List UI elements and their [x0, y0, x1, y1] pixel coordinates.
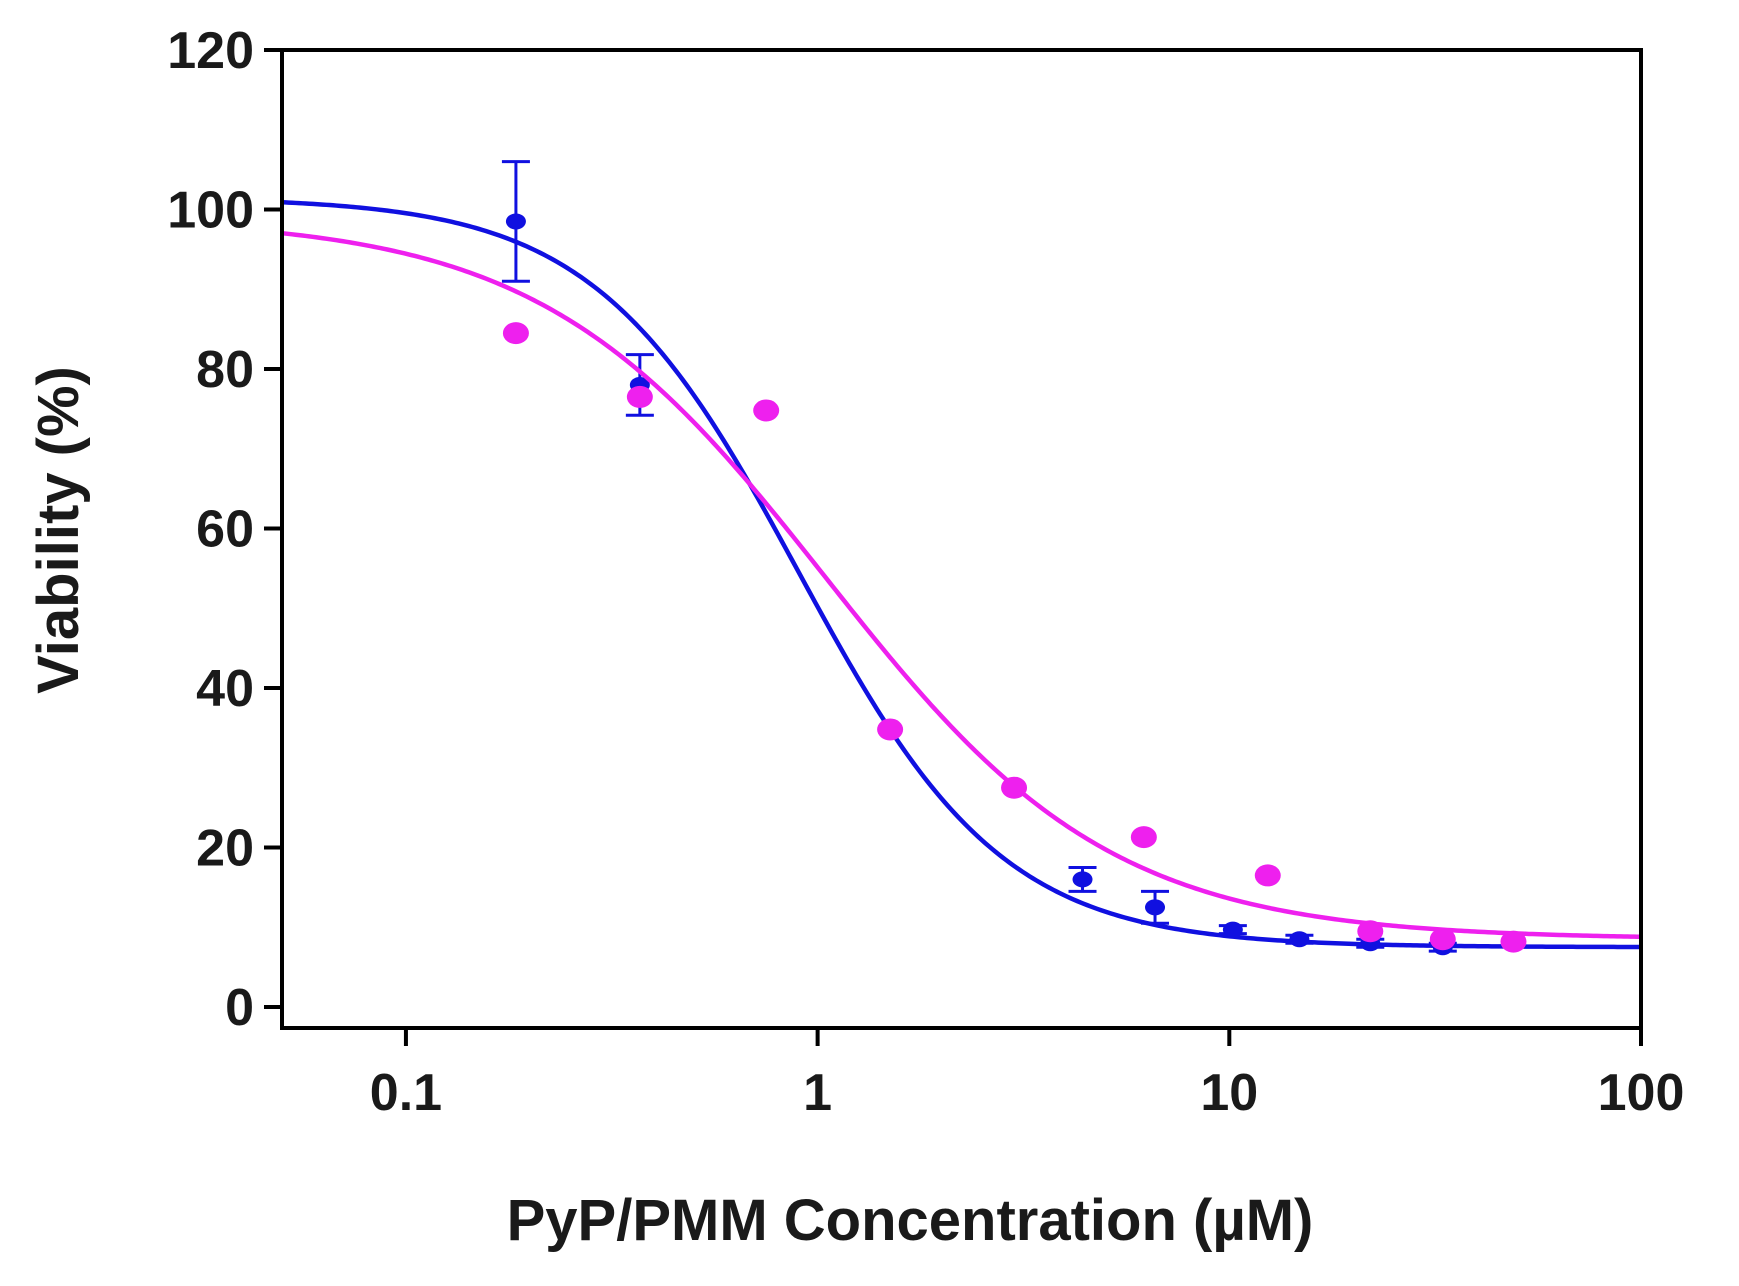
magenta-data-point	[877, 718, 904, 741]
x-tick-label: 10	[1200, 1064, 1258, 1122]
y-axis-title: Viability (%)	[26, 366, 91, 694]
x-tick-label: 0.1	[370, 1064, 442, 1122]
plot-frame	[280, 48, 1643, 1030]
blue-data-point	[505, 213, 526, 230]
blue-data-point	[1072, 871, 1093, 888]
y-tick-label: 120	[167, 22, 254, 80]
magenta-data-point	[1001, 776, 1028, 799]
x-tick-label: 100	[1598, 1064, 1685, 1122]
magenta-data-point	[1500, 930, 1527, 953]
magenta-fit-curve	[281, 230, 1642, 940]
y-tick-label: 100	[167, 182, 254, 240]
x-axis-title: PyP/PMM Concentration (µM)	[507, 1188, 1314, 1253]
magenta-data-point	[502, 322, 529, 345]
plot-area	[281, 160, 1642, 956]
y-tick-label: 0	[225, 979, 254, 1037]
blue-fit-curve	[281, 200, 1642, 950]
x-tick-label: 1	[803, 1064, 832, 1122]
axis-ticks: 0 20 40 60 80 100 120 0.1 1 10 100	[167, 22, 1684, 1122]
magenta-data-point	[1254, 864, 1281, 887]
y-tick-label: 60	[196, 501, 254, 559]
blue-data-point	[1145, 899, 1166, 916]
y-tick-label: 20	[196, 820, 254, 878]
magenta-data-point	[1130, 826, 1157, 849]
y-tick-label: 40	[196, 660, 254, 718]
magenta-data-point	[626, 385, 653, 408]
magenta-data-point	[1429, 928, 1456, 951]
magenta-data-point	[753, 399, 780, 422]
blue-data-point	[1289, 931, 1310, 948]
y-tick-label: 80	[196, 341, 254, 399]
magenta-data-point	[1357, 920, 1384, 943]
blue-data-point	[1222, 921, 1243, 938]
